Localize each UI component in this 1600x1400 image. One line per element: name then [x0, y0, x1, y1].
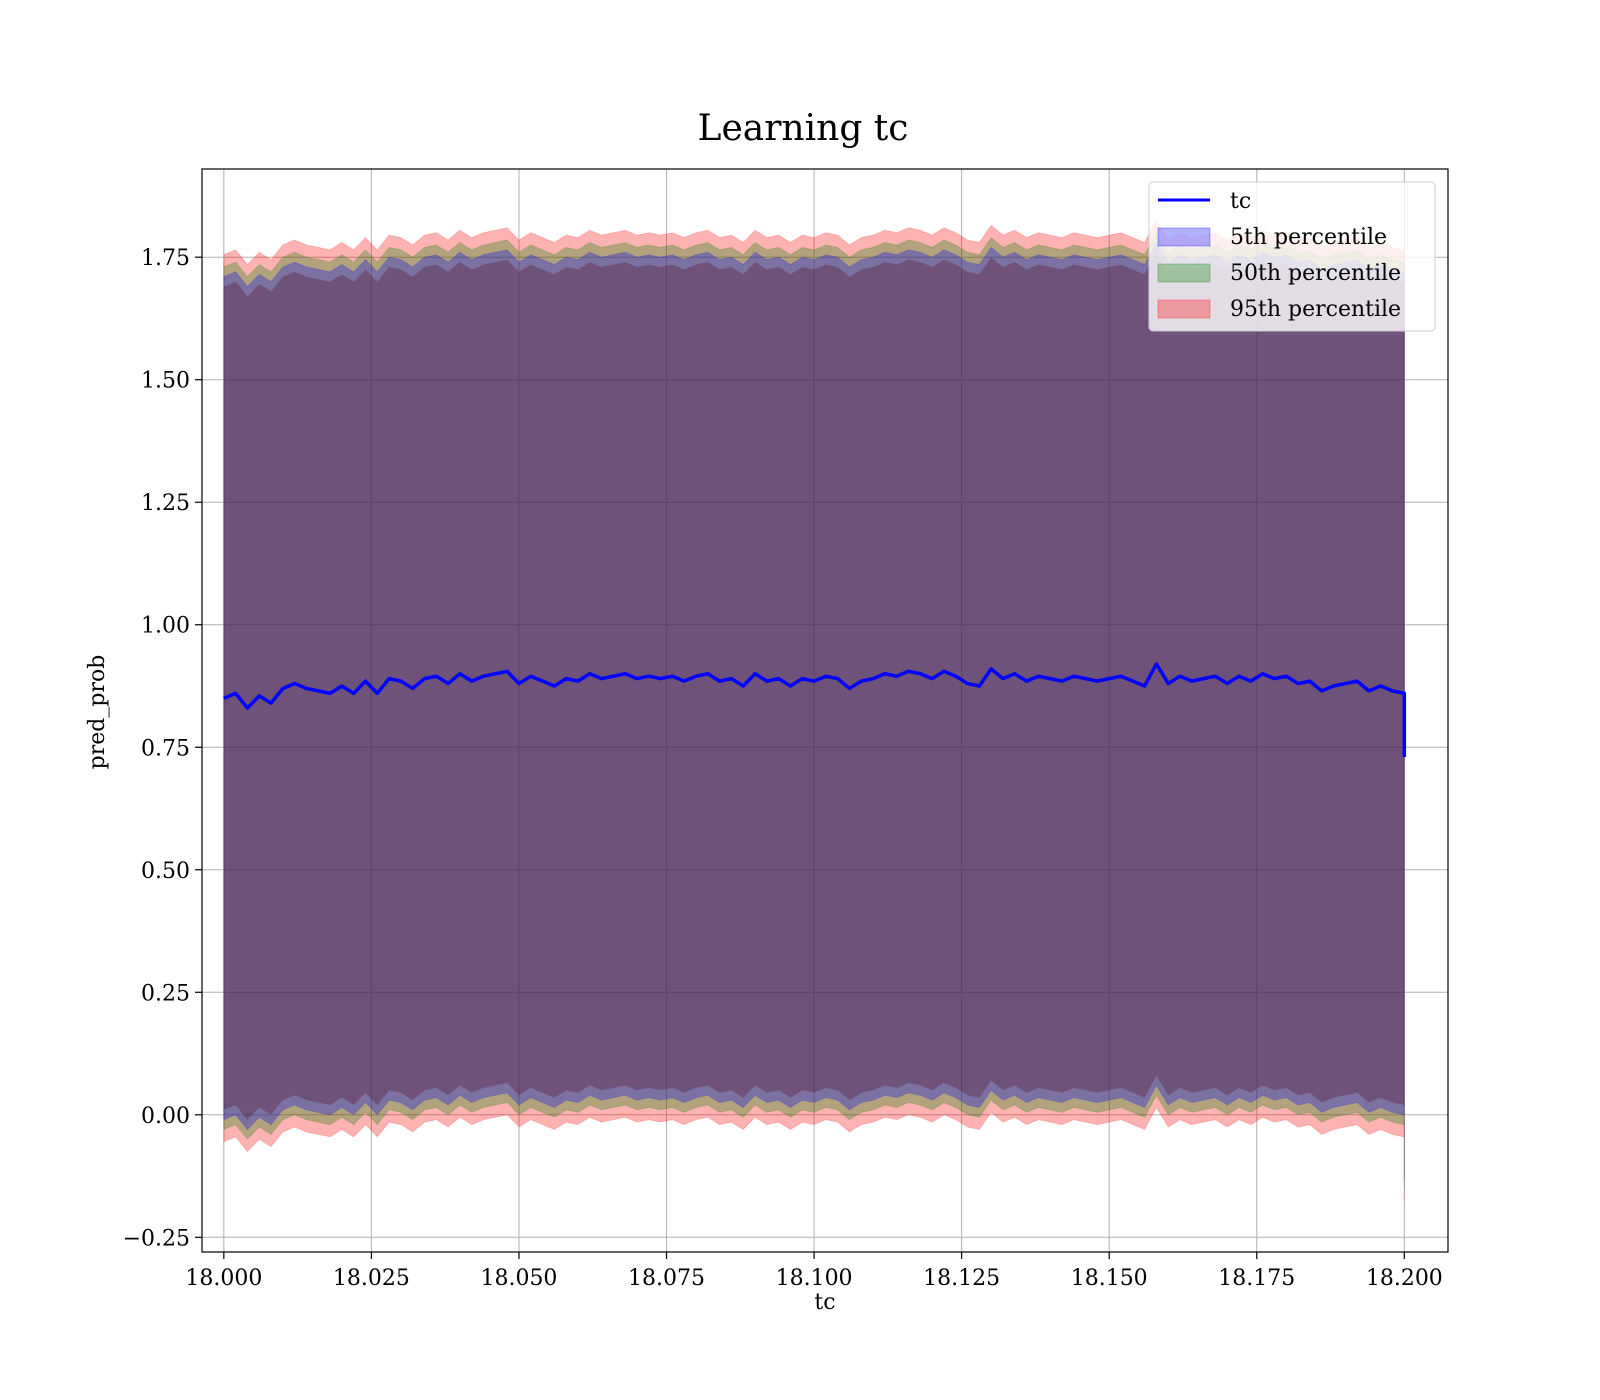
x-tick-label: 18.125 [923, 1266, 1000, 1291]
x-tick-label: 18.150 [1071, 1266, 1148, 1291]
x-tick-label: 18.025 [333, 1266, 410, 1291]
y-tick-label: 1.25 [141, 491, 190, 516]
band-95th-percentile [223, 219, 1405, 1201]
legend-swatch-95th [1157, 299, 1211, 319]
x-tick-label: 18.050 [480, 1266, 557, 1291]
x-tick-label: 18.000 [185, 1266, 262, 1291]
y-tick-label: 1.00 [141, 614, 190, 639]
band-layer [223, 219, 1405, 1201]
y-tick-label: 0.00 [141, 1104, 190, 1129]
y-axis-ticks: −0.25 0.00 0.25 0.50 0.75 1.00 1.25 1.50 1.75 [123, 246, 202, 1251]
legend-box [1148, 181, 1436, 332]
chart-title: Learning tc [698, 108, 909, 149]
y-tick-label: 1.50 [141, 369, 190, 394]
line-layer [223, 662, 1407, 758]
y-tick-label: 0.50 [141, 859, 190, 884]
band-5th-percentile [223, 241, 1405, 1179]
legend-swatch-5th [1157, 227, 1211, 247]
plot-frame [201, 168, 1449, 1253]
legend-swatch-50th [1157, 263, 1211, 283]
x-axis-label: tc [814, 1290, 835, 1315]
y-tick-label: 0.75 [141, 736, 190, 761]
x-tick-label: 18.175 [1218, 1266, 1295, 1291]
legend: tc 5th percentile 50th percentile 95th p… [1148, 181, 1436, 332]
y-tick-label: −0.25 [123, 1226, 190, 1251]
y-axis-label: pred_prob [85, 655, 110, 770]
band-overlap-core [223, 252, 1405, 1169]
y-tick-label: 0.25 [141, 981, 190, 1006]
legend-label-5th: 5th percentile [1230, 225, 1387, 250]
band-50th-percentile [223, 231, 1405, 1189]
legend-label-50th: 50th percentile [1230, 261, 1401, 286]
x-tick-label: 18.100 [776, 1266, 853, 1291]
x-tick-label: 18.075 [628, 1266, 705, 1291]
series-line-tc [223, 662, 1407, 758]
legend-label-95th: 95th percentile [1230, 297, 1401, 322]
x-tick-label: 18.200 [1366, 1266, 1443, 1291]
y-tick-label: 1.75 [141, 246, 190, 271]
legend-label-tc: tc [1230, 189, 1251, 214]
x-axis-ticks: 18.000 18.025 18.050 18.075 18.100 18.125 18.1… [185, 1252, 1443, 1291]
grid-layer [202, 169, 1448, 1252]
